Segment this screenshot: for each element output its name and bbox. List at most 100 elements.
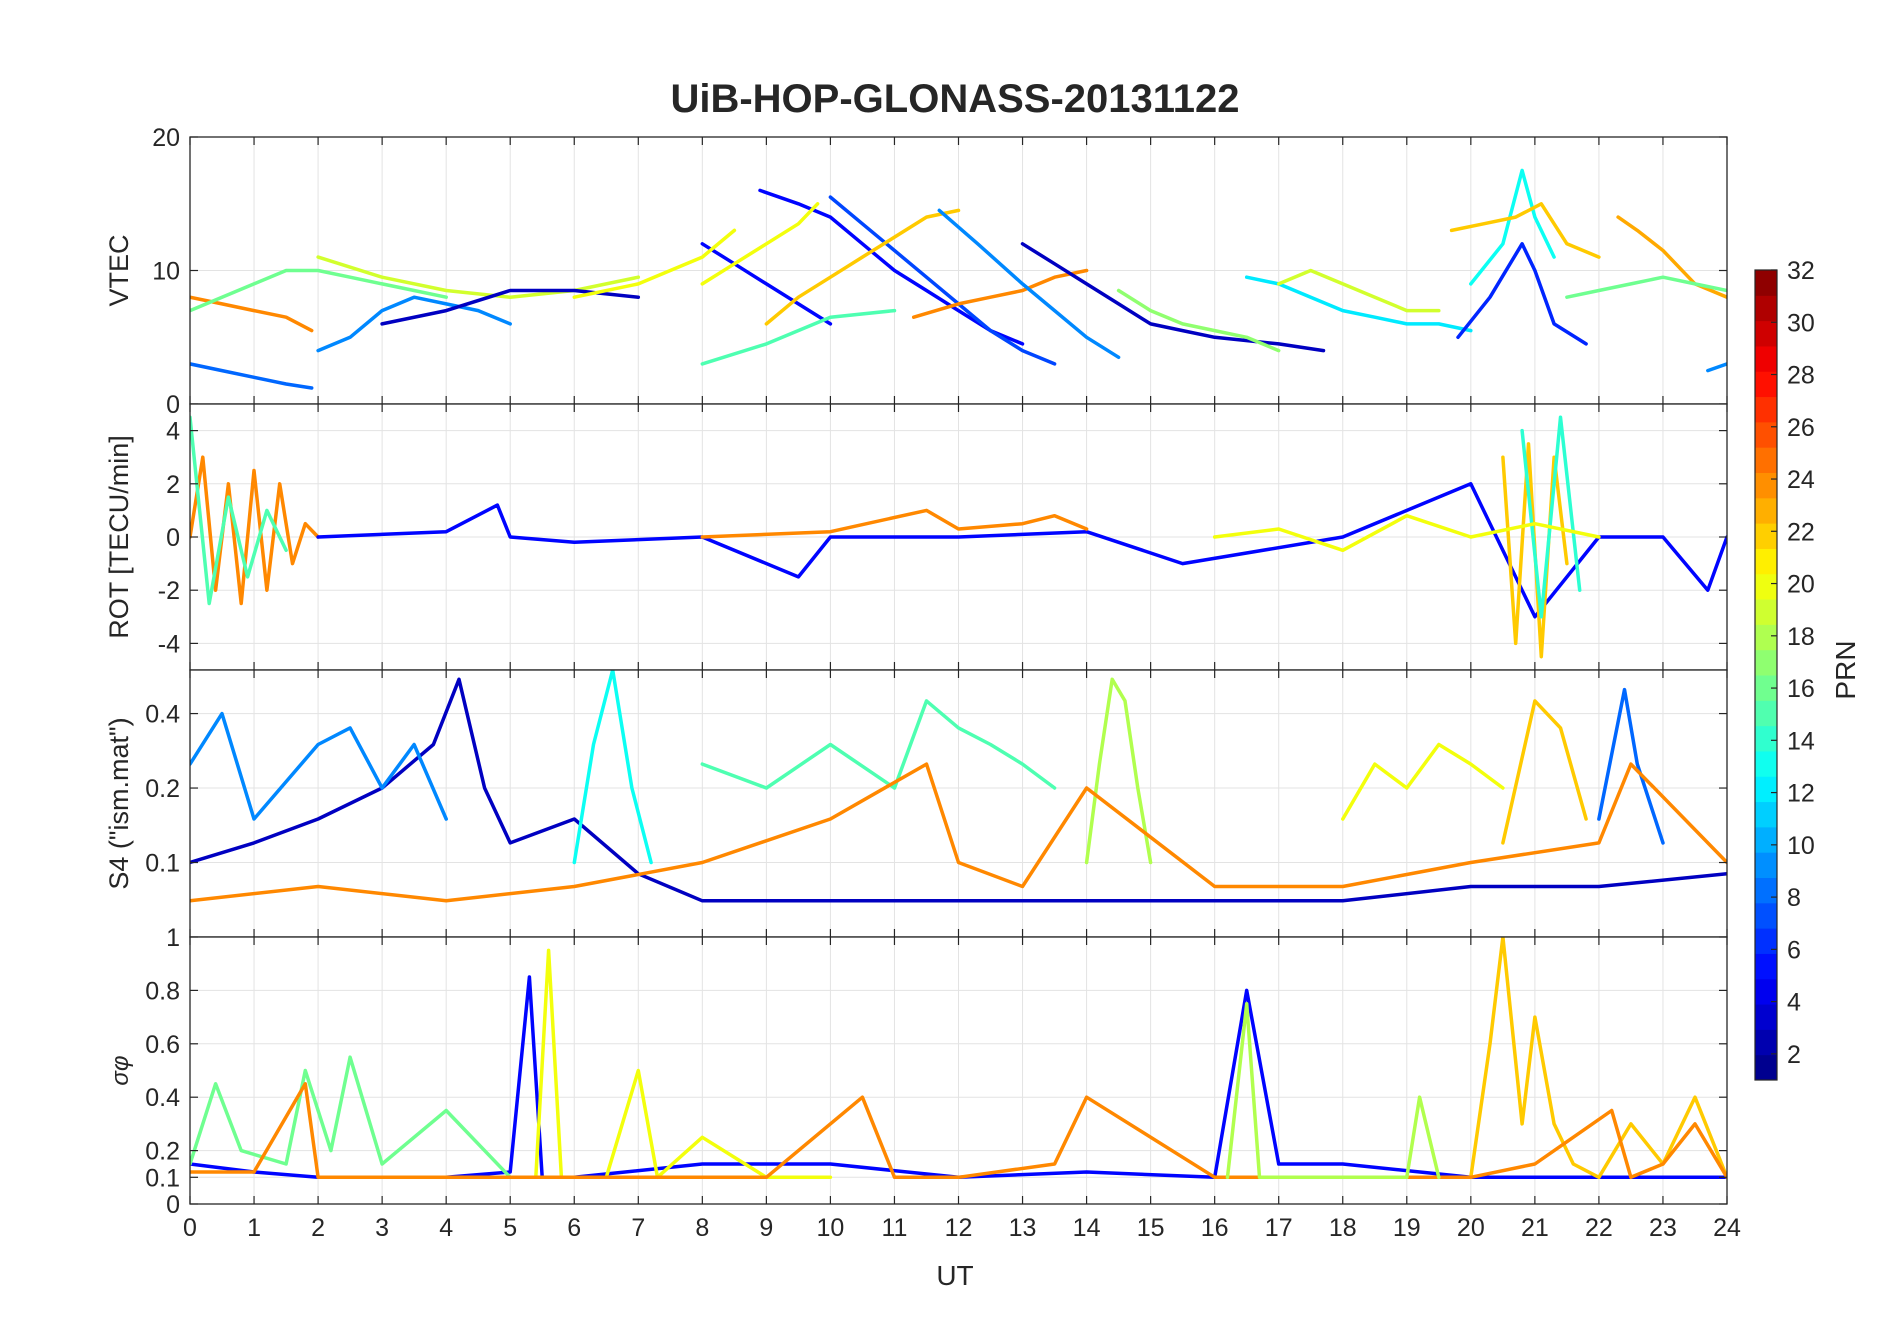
series-group bbox=[190, 168, 1727, 390]
colorbar-tick-label: 20 bbox=[1787, 571, 1815, 599]
series-line-prn-18 bbox=[1225, 1002, 1441, 1180]
series-line-prn-9 bbox=[1706, 362, 1727, 373]
colorbar-swatch bbox=[1755, 270, 1777, 296]
colorbar-swatch bbox=[1755, 497, 1777, 524]
y-tick-label: 1 bbox=[166, 924, 180, 952]
x-tick-label: 8 bbox=[695, 1214, 709, 1242]
colorbar-tick-label: 24 bbox=[1787, 466, 1815, 494]
series-line-prn-16 bbox=[190, 268, 448, 313]
y-tick-label: -2 bbox=[158, 577, 180, 605]
y-tick-label: 0 bbox=[166, 524, 180, 552]
colorbar-swatch bbox=[1755, 523, 1777, 549]
series-line-prn-16 bbox=[1565, 275, 1727, 299]
colorbar-tick-label: 18 bbox=[1787, 623, 1815, 651]
colorbar-tick-label: 30 bbox=[1787, 309, 1815, 337]
series-line-prn-13 bbox=[1469, 168, 1556, 286]
x-tick-label: 14 bbox=[1073, 1214, 1101, 1242]
x-tick-label: 3 bbox=[375, 1214, 389, 1242]
y-tick-label: 0.2 bbox=[145, 775, 180, 803]
y-tick-label: 4 bbox=[166, 418, 180, 446]
colorbar-swatch bbox=[1755, 371, 1777, 398]
x-tick-label: 6 bbox=[567, 1214, 581, 1242]
y-tick-label: 10 bbox=[152, 258, 180, 286]
panel-sigma-phi: 0 1 2 3 4 5 6 7 8 9 10 11 12 13 14 15 16 17 18 19 20 21 22 23 24… bbox=[107, 924, 1741, 1242]
colorbar-swatch bbox=[1755, 345, 1777, 372]
colorbar-swatch bbox=[1755, 801, 1777, 828]
x-tick-label: 19 bbox=[1393, 1214, 1421, 1242]
colorbar-swatch bbox=[1755, 725, 1777, 752]
colorbar-tick-label: 26 bbox=[1787, 414, 1815, 442]
colorbar-tick-label: 22 bbox=[1787, 518, 1815, 546]
y-tick-label: 0.2 bbox=[145, 1138, 180, 1166]
x-tick-label: 9 bbox=[759, 1214, 773, 1242]
x-tick-label: 23 bbox=[1649, 1214, 1677, 1242]
y-tick-label: 0 bbox=[166, 1191, 180, 1219]
colorbar-tick-label: 14 bbox=[1787, 727, 1815, 755]
series-line-prn-23 bbox=[1616, 215, 1727, 299]
x-tick-label: 11 bbox=[881, 1214, 907, 1242]
series-line-prn-9 bbox=[316, 295, 512, 353]
y-tick-label: 0 bbox=[166, 391, 180, 419]
colorbar-label: PRN bbox=[1830, 640, 1861, 699]
colorbar-swatch bbox=[1755, 877, 1777, 904]
colorbar-swatch bbox=[1755, 776, 1777, 803]
colorbar-swatch bbox=[1755, 573, 1777, 600]
y-tick-label: 0.8 bbox=[145, 977, 180, 1005]
panel-s4: 0.1 0.2 0.4 S4 ("ism.mat") bbox=[104, 669, 1728, 938]
series-line-prn-24 bbox=[700, 508, 1089, 539]
series-line-prn-20 bbox=[1341, 742, 1505, 821]
y-tick-label: 0.4 bbox=[145, 1084, 180, 1112]
series-line-prn-24 bbox=[190, 1082, 1727, 1180]
panel-rot: -4 -2 0 2 4 ROT [TECU/min] bbox=[104, 403, 1728, 671]
x-tick-label: 10 bbox=[817, 1214, 845, 1242]
colorbar-swatch bbox=[1755, 624, 1777, 651]
x-tick-label: 13 bbox=[1009, 1214, 1037, 1242]
x-tick-label: 1 bbox=[247, 1214, 261, 1242]
series-line-prn-24 bbox=[190, 762, 1727, 903]
colorbar-tick-label: 16 bbox=[1787, 675, 1815, 703]
series-line-prn-22 bbox=[764, 208, 961, 326]
series-group bbox=[190, 415, 1727, 659]
series-line-prn-20 bbox=[534, 948, 833, 1180]
series-line-prn-13 bbox=[572, 670, 653, 865]
y-axis-label-vtec: VTEC bbox=[104, 234, 134, 306]
colorbar-swatch bbox=[1755, 396, 1777, 423]
colorbar-swatch bbox=[1755, 928, 1777, 954]
y-tick-label: 20 bbox=[152, 124, 180, 152]
colorbar-swatch bbox=[1755, 750, 1777, 777]
series-line-prn-16 bbox=[190, 1055, 512, 1180]
x-tick-label: 17 bbox=[1265, 1214, 1293, 1242]
x-axis-label: UT bbox=[936, 1260, 973, 1291]
x-tick-label: 2 bbox=[311, 1214, 325, 1242]
y-tick-label: 0.1 bbox=[145, 850, 180, 878]
colorbar-tick-label: 10 bbox=[1787, 832, 1815, 860]
series-group bbox=[190, 937, 1727, 1180]
colorbar-swatch bbox=[1755, 902, 1777, 929]
series-line-prn-9 bbox=[937, 208, 1121, 360]
series-line-prn-15 bbox=[700, 308, 897, 366]
series-line-prn-20 bbox=[572, 228, 737, 299]
series-line-prn-19 bbox=[1276, 268, 1441, 313]
colorbar-tick-label: 2 bbox=[1787, 1041, 1801, 1069]
colorbar-tick-label: 28 bbox=[1787, 362, 1815, 390]
colorbar-swatch bbox=[1755, 447, 1777, 473]
series-group bbox=[190, 670, 1727, 903]
colorbar-tick-label: 8 bbox=[1787, 884, 1801, 912]
colorbar-swatch bbox=[1755, 1004, 1777, 1030]
colorbar-swatch bbox=[1755, 472, 1777, 499]
colorbar-swatch bbox=[1755, 1029, 1777, 1056]
series-line-prn-17 bbox=[1116, 288, 1281, 353]
colorbar-swatch bbox=[1755, 852, 1777, 878]
colorbar-swatch bbox=[1755, 421, 1777, 448]
y-tick-label: -4 bbox=[158, 630, 180, 658]
series-line-prn-22 bbox=[1501, 699, 1588, 845]
series-line-prn-24 bbox=[190, 455, 320, 606]
colorbar-swatch bbox=[1755, 953, 1777, 980]
x-tick-label: 12 bbox=[945, 1214, 973, 1242]
series-line-prn-22 bbox=[1449, 202, 1601, 259]
y-tick-label: 0.6 bbox=[145, 1031, 180, 1059]
colorbar-swatch bbox=[1755, 826, 1777, 853]
figure-title: UiB-HOP-GLONASS-20131122 bbox=[670, 77, 1239, 121]
series-line-prn-5 bbox=[316, 482, 1727, 619]
